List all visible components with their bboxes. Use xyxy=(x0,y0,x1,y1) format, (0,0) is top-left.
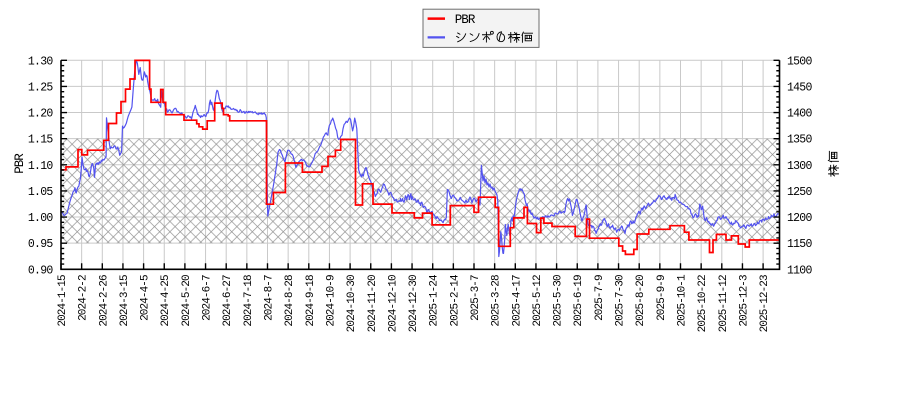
svg-text:2024-9-18: 2024-9-18 xyxy=(305,275,317,327)
svg-text:2025-4-17: 2025-4-17 xyxy=(511,275,523,327)
svg-text:2024-2-26: 2024-2-26 xyxy=(98,275,110,327)
svg-text:2025-3-7: 2025-3-7 xyxy=(470,275,482,321)
svg-text:1.30: 1.30 xyxy=(28,55,53,68)
svg-text:2025-1-24: 2025-1-24 xyxy=(429,274,441,327)
svg-text:0.90: 0.90 xyxy=(28,264,53,277)
svg-text:2025-5-30: 2025-5-30 xyxy=(553,275,565,327)
svg-text:1200: 1200 xyxy=(787,212,812,225)
svg-text:2025-10-22: 2025-10-22 xyxy=(697,275,709,332)
svg-text:2024-6-7: 2024-6-7 xyxy=(202,275,214,321)
svg-text:1500: 1500 xyxy=(787,55,812,68)
svg-text:PBR: PBR xyxy=(13,153,27,174)
svg-text:2025-9-9: 2025-9-9 xyxy=(656,275,668,321)
svg-text:2024-10-30: 2024-10-30 xyxy=(346,275,358,332)
svg-text:2024-10-9: 2024-10-9 xyxy=(325,275,337,327)
svg-text:2025-2-14: 2025-2-14 xyxy=(449,274,461,327)
svg-text:0.95: 0.95 xyxy=(28,238,53,251)
svg-text:1250: 1250 xyxy=(787,186,812,199)
svg-text:2025-3-28: 2025-3-28 xyxy=(491,275,503,327)
svg-text:2024-7-18: 2024-7-18 xyxy=(243,275,255,327)
svg-text:2024-5-20: 2024-5-20 xyxy=(181,275,193,327)
svg-text:2025-6-19: 2025-6-19 xyxy=(573,275,585,327)
svg-text:1350: 1350 xyxy=(787,134,812,147)
svg-text:2024-8-28: 2024-8-28 xyxy=(284,275,296,327)
svg-text:2025-10-1: 2025-10-1 xyxy=(677,274,689,327)
svg-text:1450: 1450 xyxy=(787,81,812,94)
svg-text:2025-12-3: 2025-12-3 xyxy=(738,275,750,327)
svg-text:2024-3-15: 2024-3-15 xyxy=(119,275,131,327)
svg-text:1.25: 1.25 xyxy=(28,81,53,94)
svg-text:PBR: PBR xyxy=(455,13,476,27)
svg-text:1.20: 1.20 xyxy=(28,108,53,121)
svg-text:1.05: 1.05 xyxy=(28,186,53,199)
svg-text:2025-5-12: 2025-5-12 xyxy=(532,275,544,327)
svg-text:1300: 1300 xyxy=(787,160,812,173)
svg-text:2024-12-10: 2024-12-10 xyxy=(387,275,399,332)
svg-text:1.15: 1.15 xyxy=(28,134,53,147)
svg-text:2025-11-12: 2025-11-12 xyxy=(718,275,730,332)
svg-text:2024-8-7: 2024-8-7 xyxy=(264,275,276,321)
svg-text:2025-7-9: 2025-7-9 xyxy=(594,275,606,321)
svg-text:1.00: 1.00 xyxy=(28,212,53,225)
svg-text:2024-11-20: 2024-11-20 xyxy=(367,275,379,332)
svg-text:2025-12-23: 2025-12-23 xyxy=(759,275,771,332)
svg-text:2025-7-30: 2025-7-30 xyxy=(615,275,627,327)
svg-text:1100: 1100 xyxy=(787,264,812,277)
svg-text:2024-1-15: 2024-1-15 xyxy=(57,275,69,327)
svg-text:2025-8-20: 2025-8-20 xyxy=(635,275,647,327)
svg-text:1150: 1150 xyxy=(787,238,812,251)
svg-text:2024-12-30: 2024-12-30 xyxy=(408,275,420,332)
svg-text:2024-6-27: 2024-6-27 xyxy=(222,275,234,327)
svg-text:2024-4-5: 2024-4-5 xyxy=(140,275,152,321)
svg-text:2024-2-2: 2024-2-2 xyxy=(78,275,90,321)
svg-text:1.10: 1.10 xyxy=(28,160,53,173)
svg-text:1400: 1400 xyxy=(787,108,812,121)
svg-text:2024-4-25: 2024-4-25 xyxy=(160,275,172,327)
